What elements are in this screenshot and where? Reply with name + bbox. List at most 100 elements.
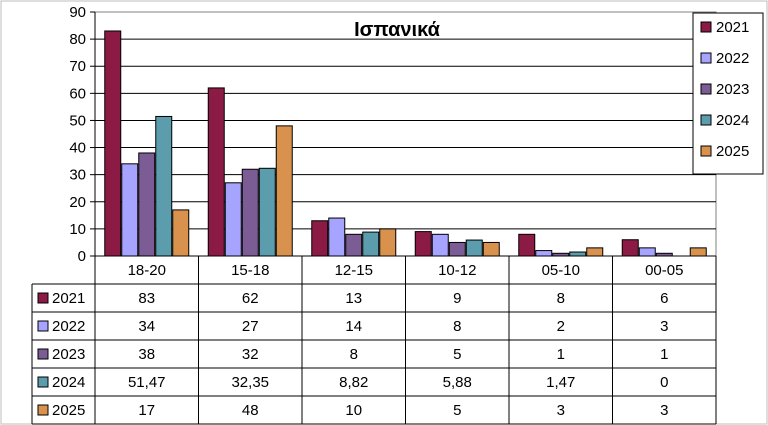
legend-key xyxy=(700,52,712,64)
bar xyxy=(569,251,587,257)
x-tick-label: 05-10 xyxy=(542,262,580,279)
bar xyxy=(535,250,553,257)
bar xyxy=(465,239,483,257)
legend-label: 2023 xyxy=(716,81,749,98)
x-tick-label: 00-05 xyxy=(645,262,683,279)
legend-key xyxy=(700,21,712,33)
legend-key xyxy=(700,83,712,95)
y-tick-label: 30 xyxy=(69,167,86,184)
gridlines xyxy=(94,11,717,257)
x-tick-label: 12-15 xyxy=(335,262,373,279)
bar xyxy=(311,220,329,257)
y-tick-label: 40 xyxy=(69,140,86,157)
table-cell-value: 5 xyxy=(453,346,461,363)
table-cell-value: 0 xyxy=(660,374,668,391)
bar xyxy=(448,241,466,257)
table-cell-value: 5 xyxy=(453,402,461,419)
table-legend-key xyxy=(37,404,49,416)
bar xyxy=(275,125,293,257)
table-cell-value: 62 xyxy=(242,290,259,307)
x-tick-label: 18-20 xyxy=(128,262,166,279)
bar xyxy=(258,167,276,257)
table-cell-value: 3 xyxy=(557,402,565,419)
table-cell-value: 27 xyxy=(242,318,259,335)
table-cell-value: 8 xyxy=(557,290,565,307)
y-tick-label: 0 xyxy=(78,248,86,265)
x-tick-label: 10-12 xyxy=(438,262,476,279)
bar xyxy=(621,239,639,257)
bar xyxy=(518,233,536,257)
table-legend-key xyxy=(37,292,49,304)
bar xyxy=(138,152,156,257)
legend: 2021 2022 2023 2024 2025 xyxy=(692,12,764,175)
bar xyxy=(379,228,397,257)
bar xyxy=(586,247,604,257)
table-cell-value: 14 xyxy=(345,318,362,335)
y-tick-label: 20 xyxy=(69,194,86,211)
bar xyxy=(155,115,173,257)
table-cell-value: 1 xyxy=(660,346,668,363)
legend-label: 2022 xyxy=(716,50,749,67)
table-cell-value: 48 xyxy=(242,402,259,419)
bar xyxy=(362,231,380,257)
bar xyxy=(414,231,432,257)
x-tick-label: 15-18 xyxy=(231,262,269,279)
y-tick-label: 50 xyxy=(69,112,86,129)
bars xyxy=(104,30,707,257)
table-cell-value: 34 xyxy=(138,318,155,335)
bar xyxy=(328,217,346,257)
legend-label: 2024 xyxy=(716,112,749,129)
table-legend-key xyxy=(37,320,49,332)
table-series-name: 2021 xyxy=(52,290,85,307)
table-cell-value: 2 xyxy=(557,318,565,335)
plot-area xyxy=(94,11,717,257)
table-cell-value: 3 xyxy=(660,318,668,335)
legend-key xyxy=(700,145,712,157)
bar xyxy=(224,182,242,257)
table-series-name: 2022 xyxy=(52,318,85,335)
table-series-name: 2023 xyxy=(52,346,85,363)
bar xyxy=(172,209,190,257)
axes: 0 10 20 30 40 50 60 70 80 90 xyxy=(69,4,96,265)
bar xyxy=(431,233,449,257)
y-tick-label: 90 xyxy=(69,4,86,21)
legend-key xyxy=(700,114,712,126)
table-cell-value: 6 xyxy=(660,290,668,307)
bar xyxy=(104,30,122,257)
y-tick-label: 80 xyxy=(69,31,86,48)
bar xyxy=(207,87,225,257)
table-cell-value: 9 xyxy=(453,290,461,307)
y-tick-label: 10 xyxy=(69,221,86,238)
table-cell-value: 38 xyxy=(138,346,155,363)
bar xyxy=(345,233,363,257)
y-tick-label: 70 xyxy=(69,58,86,75)
table-legend-key xyxy=(37,348,49,360)
bar xyxy=(241,168,259,257)
table-cell-value: 8 xyxy=(453,318,461,335)
table-cell-value: 32 xyxy=(242,346,259,363)
table-series-name: 2025 xyxy=(52,402,85,419)
table-cell-value: 13 xyxy=(345,290,362,307)
table-series-name: 2024 xyxy=(52,374,85,391)
table-cell-value: 1,47 xyxy=(546,374,575,391)
table-cell-value: 8,82 xyxy=(339,374,368,391)
bar xyxy=(121,163,139,257)
table-cell-value: 8 xyxy=(350,346,358,363)
table-cell-value: 5,88 xyxy=(443,374,472,391)
table-cell-value: 3 xyxy=(660,402,668,419)
legend-label: 2025 xyxy=(716,143,749,160)
table-cell-value: 83 xyxy=(138,290,155,307)
table-cell-value: 10 xyxy=(345,402,362,419)
table-cell-value: 51,47 xyxy=(128,374,166,391)
legend-label: 2021 xyxy=(716,19,749,36)
y-tick-label: 60 xyxy=(69,85,86,102)
bar xyxy=(638,247,656,257)
table-legend-key xyxy=(37,376,49,388)
table-cell-value: 17 xyxy=(138,402,155,419)
table-cell-value: 1 xyxy=(557,346,565,363)
chart-title: Ισπανικά xyxy=(354,19,440,41)
table-cell-value: 32,35 xyxy=(231,374,269,391)
bar xyxy=(689,247,707,257)
